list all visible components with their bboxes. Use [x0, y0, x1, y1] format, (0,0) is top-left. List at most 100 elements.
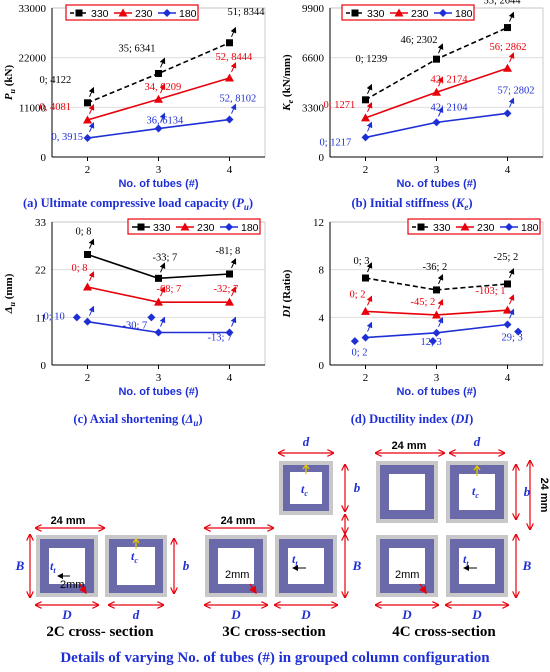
- data-label: 57; 2802: [498, 85, 535, 96]
- legend-label: 330: [433, 222, 451, 234]
- legend-marker: [460, 222, 470, 231]
- data-label: -36; 2: [423, 262, 448, 273]
- x-tick-label: 3: [156, 372, 162, 384]
- label-arrow: [437, 274, 444, 285]
- series-330: 0; 4122 35; 6341 51; 8344: [40, 7, 265, 107]
- y-tick-label: 9900: [302, 3, 325, 15]
- label-arrow: [437, 316, 444, 328]
- extra-point: [350, 337, 359, 346]
- chart-b: 0 3300 6600 9900 2 3 4 No. of tubes (#) Ke (kN/m…: [281, 0, 544, 190]
- label-arrow: [230, 62, 237, 73]
- y-tick-label: 6600: [302, 53, 325, 65]
- y-tick-label: 0: [319, 360, 325, 372]
- legend-marker: [75, 9, 83, 17]
- caption-panel-c: (c) Axial shortening (Δu): [73, 412, 202, 428]
- data-label: -45; 2: [411, 297, 436, 308]
- data-label: 0; 3: [354, 256, 370, 267]
- tube-hollow: [117, 547, 155, 585]
- data-label: 0; 2: [352, 348, 368, 359]
- label-arrow: [437, 43, 444, 54]
- data-point: [362, 274, 369, 282]
- label-tc: tc: [472, 484, 479, 500]
- legend-marker: [505, 223, 513, 231]
- label-arrow: [159, 83, 166, 94]
- y-tick-label: 0: [41, 360, 47, 372]
- data-point: [154, 297, 163, 306]
- data-point: [432, 118, 441, 127]
- series-230: 0; 1271 42; 2174 56; 2862: [324, 42, 527, 122]
- dim-d-label: d: [303, 434, 310, 449]
- data-label: 0; 4122: [40, 75, 72, 86]
- dim-d-label: d: [474, 434, 481, 449]
- label-arrow: [230, 316, 237, 327]
- legend-label: 330: [91, 8, 109, 20]
- data-label: 42; 2104: [431, 102, 469, 113]
- y-tick-label: 0: [319, 152, 325, 164]
- data-label: -81; 8: [216, 246, 241, 257]
- label-3c: 3C cross-section: [222, 624, 326, 640]
- label-arrow: [88, 305, 95, 316]
- data-label: 0; 2: [350, 289, 366, 300]
- x-tick-label: 2: [363, 372, 369, 384]
- legend-marker: [394, 8, 404, 17]
- data-point: [83, 282, 92, 291]
- series-180: 0; 1217 42; 2104 57; 2802: [320, 85, 535, 148]
- dim-24mm-label: 24 mm: [51, 515, 86, 527]
- data-label: -30; 7: [123, 321, 148, 332]
- series-330: 0; 3 -36; 2 -25; 2: [354, 252, 518, 294]
- label-arrow: [366, 101, 373, 113]
- data-label: 0; 1217: [320, 137, 352, 148]
- y-axis-label: Pu (kN): [3, 65, 17, 101]
- series-330: 0; 8 -33; 7 -81; 8: [76, 227, 241, 282]
- x-axis-label: No. of tubes (#): [118, 178, 198, 190]
- x-tick-label: 4: [505, 372, 511, 384]
- data-point: [225, 73, 234, 82]
- data-point: [83, 115, 92, 124]
- legend-marker: [225, 223, 233, 231]
- x-tick-label: 4: [227, 372, 233, 384]
- legend: 330 230 180: [341, 4, 475, 21]
- label-arrow: [159, 262, 166, 273]
- x-tick-label: 3: [434, 164, 440, 176]
- series-180: 0; 10 -30; 7 -13; 7: [44, 305, 237, 344]
- label-arrow: [366, 295, 373, 306]
- legend-label: 180: [241, 222, 259, 234]
- data-label: -33; 7: [153, 252, 178, 263]
- extra-point: [428, 337, 437, 346]
- caption-panel-b: (b) Initial stiffness (Ke): [351, 196, 472, 212]
- label-arrow: [437, 76, 444, 87]
- data-point: [226, 270, 233, 278]
- caption-panel-d: (d) Ductility index (DI): [351, 412, 474, 426]
- data-label: 35; 6341: [119, 43, 156, 54]
- dim-D-label: D: [401, 607, 412, 622]
- label-arrow: [508, 97, 515, 108]
- series-180: 0, 3915 36, 6134 52, 8102: [52, 94, 257, 144]
- y-tick-label: 22000: [19, 53, 47, 65]
- dim-24mm-vertical-label: 24 mm: [538, 478, 550, 513]
- x-tick-label: 2: [363, 164, 369, 176]
- data-label: 53; 2644: [484, 0, 522, 7]
- x-tick-label: 3: [156, 164, 162, 176]
- x-axis-label: No. of tubes (#): [396, 386, 476, 398]
- data-point: [84, 251, 91, 258]
- legend-label: 180: [455, 8, 473, 20]
- data-label: 52, 8444: [216, 52, 254, 63]
- tube-hollow: [459, 474, 495, 510]
- data-label: 0; 1271: [324, 100, 356, 111]
- section-3c: 24 mm d b B D D tc tt 2mm 3C cross-secti…: [205, 434, 362, 640]
- legend-label: 230: [477, 222, 495, 234]
- label-tc: tc: [301, 482, 308, 498]
- legend: 330 230 180: [407, 218, 541, 235]
- data-point: [84, 99, 91, 107]
- arrow-tc-head: [473, 464, 481, 471]
- label-tt: tt: [50, 559, 56, 575]
- data-point: [504, 280, 511, 288]
- y-axis-label: Ke (kN/mm): [281, 54, 295, 112]
- legend-label: 180: [521, 222, 539, 234]
- x-tick-label: 3: [434, 372, 440, 384]
- data-point: [225, 115, 234, 124]
- data-point: [503, 63, 512, 72]
- y-tick-label: 33000: [19, 3, 47, 15]
- label-arrow: [366, 83, 373, 95]
